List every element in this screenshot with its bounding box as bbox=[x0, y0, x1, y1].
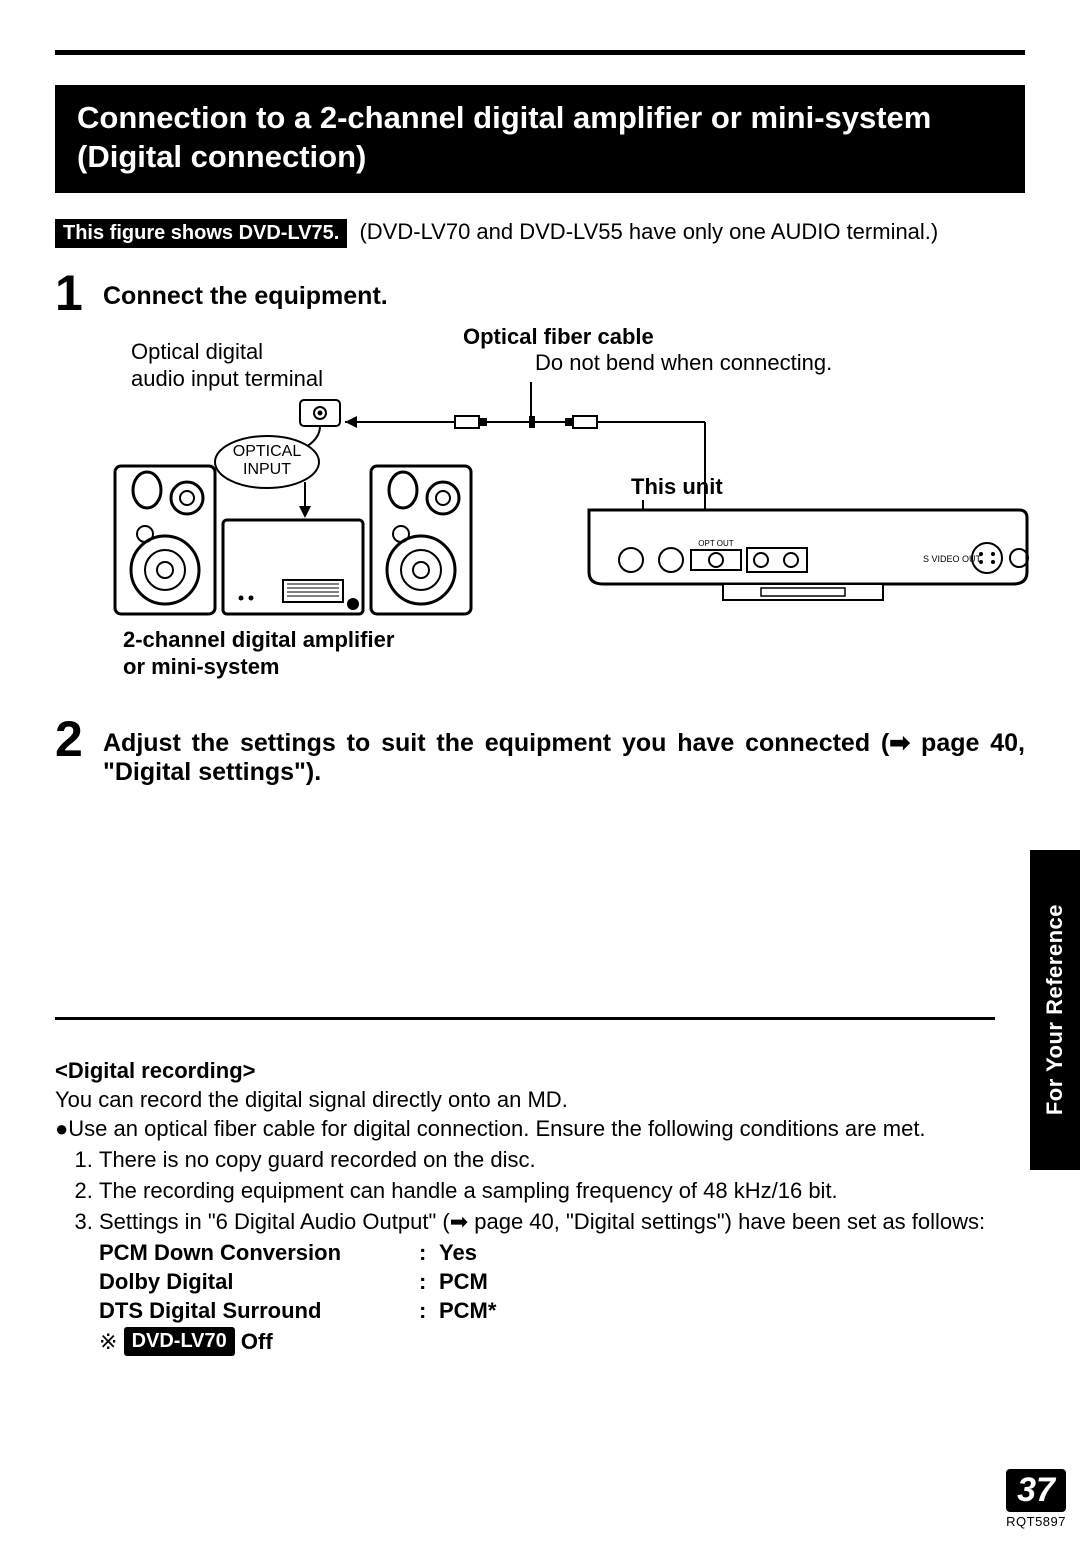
top-rule bbox=[55, 50, 1025, 55]
step-2: 2 Adjust the settings to suit the equipm… bbox=[55, 714, 1025, 787]
note-off: Off bbox=[241, 1327, 273, 1356]
figure-note: This figure shows DVD-LV75. (DVD-LV70 an… bbox=[55, 219, 1025, 248]
digital-recording-conditions: There is no copy guard recorded on the d… bbox=[99, 1145, 995, 1236]
step-1-text: Connect the equipment. bbox=[103, 268, 1025, 311]
connection-diagram: Optical digital audio input terminal Opt… bbox=[75, 324, 1035, 694]
dvd-model-pill: DVD-LV70 bbox=[124, 1327, 235, 1356]
page-number-block: 37 RQT5897 bbox=[1006, 1469, 1066, 1529]
title-line2: (Digital connection) bbox=[77, 139, 366, 174]
amplifier-icon: OPTICAL INPUT bbox=[115, 394, 515, 624]
figure-tag: This figure shows DVD-LV75. bbox=[55, 219, 347, 248]
table-row: Dolby Digital : PCM bbox=[99, 1267, 995, 1296]
section-title: Connection to a 2-channel digital amplif… bbox=[55, 85, 1025, 193]
settings-table: PCM Down Conversion : Yes Dolby Digital … bbox=[99, 1238, 995, 1356]
svg-text:OPTICAL: OPTICAL bbox=[233, 443, 302, 460]
title-line1: Connection to a 2-channel digital amplif… bbox=[77, 100, 931, 135]
list-item: The recording equipment can handle a sam… bbox=[99, 1176, 995, 1205]
digital-recording-intro: You can record the digital signal direct… bbox=[55, 1085, 995, 1114]
step-1: 1 Connect the equipment. bbox=[55, 268, 1025, 318]
table-row: DTS Digital Surround : PCM* bbox=[99, 1296, 995, 1325]
page-number: 37 bbox=[1006, 1469, 1066, 1512]
table-row-note: ※ DVD-LV70 Off bbox=[99, 1327, 995, 1356]
optical-terminal-label: Optical digital audio input terminal bbox=[131, 338, 323, 393]
digital-recording-bullet: ●Use an optical fiber cable for digital … bbox=[55, 1114, 995, 1143]
table-row: PCM Down Conversion : Yes bbox=[99, 1238, 995, 1267]
note-symbol: ※ bbox=[99, 1327, 117, 1356]
figure-note-text: (DVD-LV70 and DVD-LV55 have only one AUD… bbox=[359, 219, 938, 244]
digital-recording-section: <Digital recording> You can record the d… bbox=[55, 1056, 995, 1356]
side-tab: For Your Reference bbox=[1030, 850, 1080, 1170]
doc-code: RQT5897 bbox=[1006, 1514, 1066, 1529]
svg-text:INPUT: INPUT bbox=[243, 461, 291, 478]
player-unit-icon: OPT OUT S VIDEO OUT bbox=[583, 500, 1033, 610]
svg-text:OPT OUT: OPT OUT bbox=[698, 539, 734, 548]
step-2-text: Adjust the settings to suit the equipmen… bbox=[103, 714, 1025, 787]
list-item: Settings in "6 Digital Audio Output" (➡ … bbox=[99, 1207, 995, 1236]
step-1-number: 1 bbox=[55, 268, 103, 318]
amplifier-caption: 2-channel digital amplifier or mini-syst… bbox=[123, 626, 394, 681]
digital-recording-header: <Digital recording> bbox=[55, 1056, 995, 1085]
list-item: There is no copy guard recorded on the d… bbox=[99, 1145, 995, 1174]
mid-rule bbox=[55, 1017, 995, 1020]
step-2-number: 2 bbox=[55, 714, 103, 764]
